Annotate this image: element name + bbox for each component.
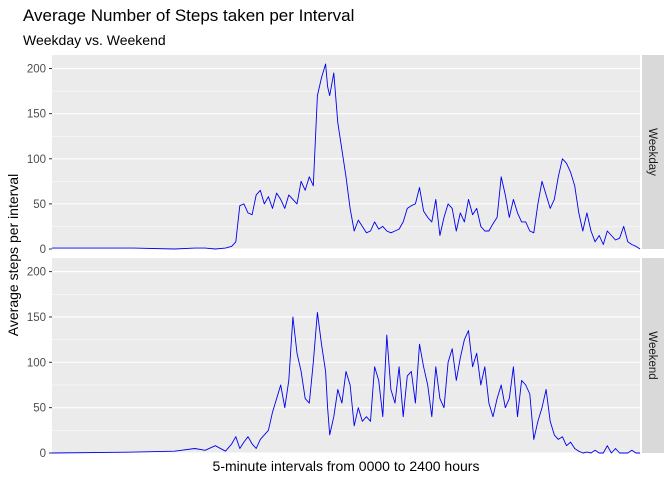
facet-label: Weekday [646,128,658,176]
y-tick-label: 200 [27,267,46,279]
y-tick-label: 200 [27,64,46,76]
panel-background [52,258,640,453]
y-tick-label: 50 [33,199,46,211]
y-tick-label: 150 [27,109,46,121]
facet-label: Weekend [646,331,658,379]
facet-strip [642,55,664,249]
chart-title: Average Number of Steps taken per Interv… [23,6,355,25]
series-line-weekend [51,311,640,454]
series-line-weekday [52,63,641,250]
panel-background [52,55,640,249]
y-tick-label: 100 [27,154,46,166]
facet-strip [642,258,664,453]
y-tick-label: 50 [33,403,46,415]
y-tick-label: 150 [27,312,46,324]
x-axis-title: 5-minute intervals from 0000 to 2400 hou… [213,458,480,474]
y-tick-label: 0 [40,448,46,460]
y-tick-label: 100 [27,357,46,369]
y-axis-title: Average steps per interval [5,174,21,336]
y-tick-label: 0 [40,244,46,256]
chart-subtitle: Weekday vs. Weekend [23,32,166,48]
